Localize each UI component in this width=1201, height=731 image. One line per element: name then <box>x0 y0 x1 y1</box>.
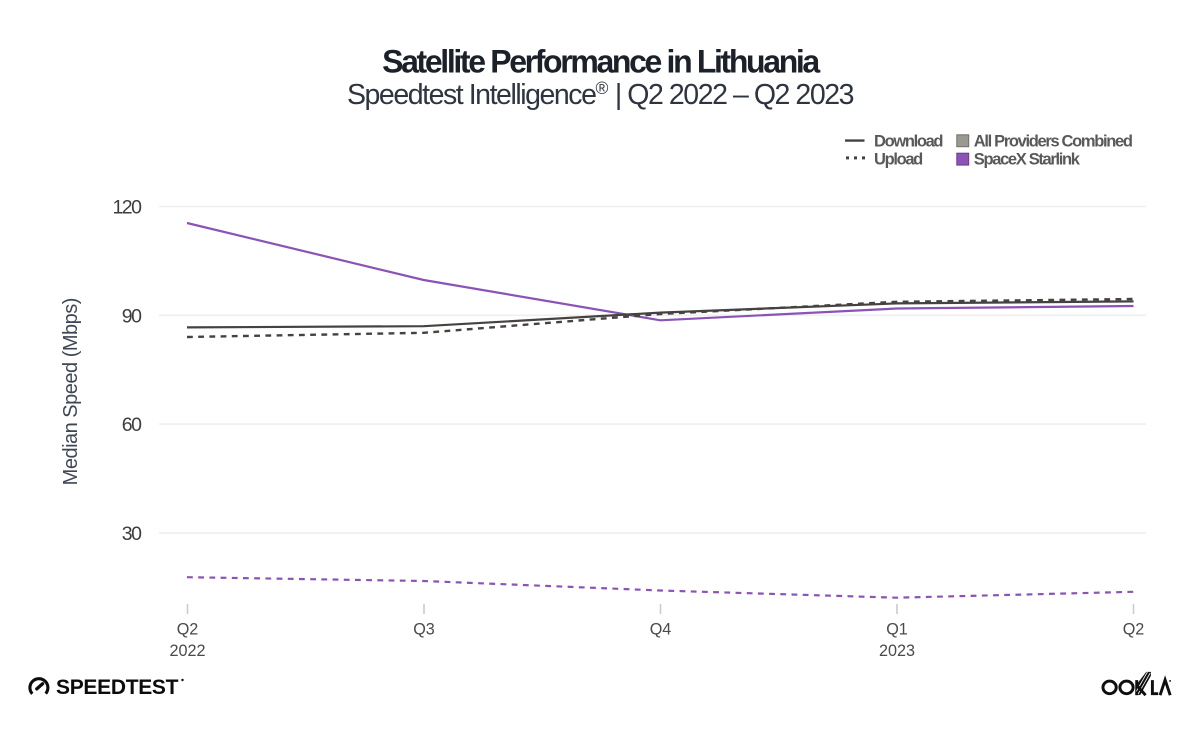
svg-text:90: 90 <box>122 305 142 327</box>
svg-text:SPEEDTEST: SPEEDTEST <box>56 676 179 699</box>
svg-text:All Providers Combined: All Providers Combined <box>974 132 1132 150</box>
svg-text:2022: 2022 <box>169 642 205 660</box>
svg-text:Q4: Q4 <box>650 621 672 639</box>
svg-text:Satellite Performance in Lithu: Satellite Performance in Lithuania <box>382 44 820 80</box>
svg-text:Q2: Q2 <box>177 621 199 639</box>
svg-text:Q1: Q1 <box>886 621 908 639</box>
svg-text:120: 120 <box>112 197 142 219</box>
svg-text:Speedtest Intelligence® | Q2 2: Speedtest Intelligence® | Q2 2022 – Q2 2… <box>347 78 854 111</box>
svg-text:SpaceX Starlink: SpaceX Starlink <box>974 151 1081 169</box>
svg-text:Median Speed (Mbps): Median Speed (Mbps) <box>60 298 82 485</box>
svg-text:30: 30 <box>122 523 142 545</box>
svg-text:Download: Download <box>874 132 942 150</box>
svg-text:2023: 2023 <box>879 642 915 660</box>
svg-text:Q3: Q3 <box>413 621 435 639</box>
svg-text:Q2: Q2 <box>1123 621 1145 639</box>
svg-text:60: 60 <box>122 414 142 436</box>
svg-text:Upload: Upload <box>874 151 922 169</box>
